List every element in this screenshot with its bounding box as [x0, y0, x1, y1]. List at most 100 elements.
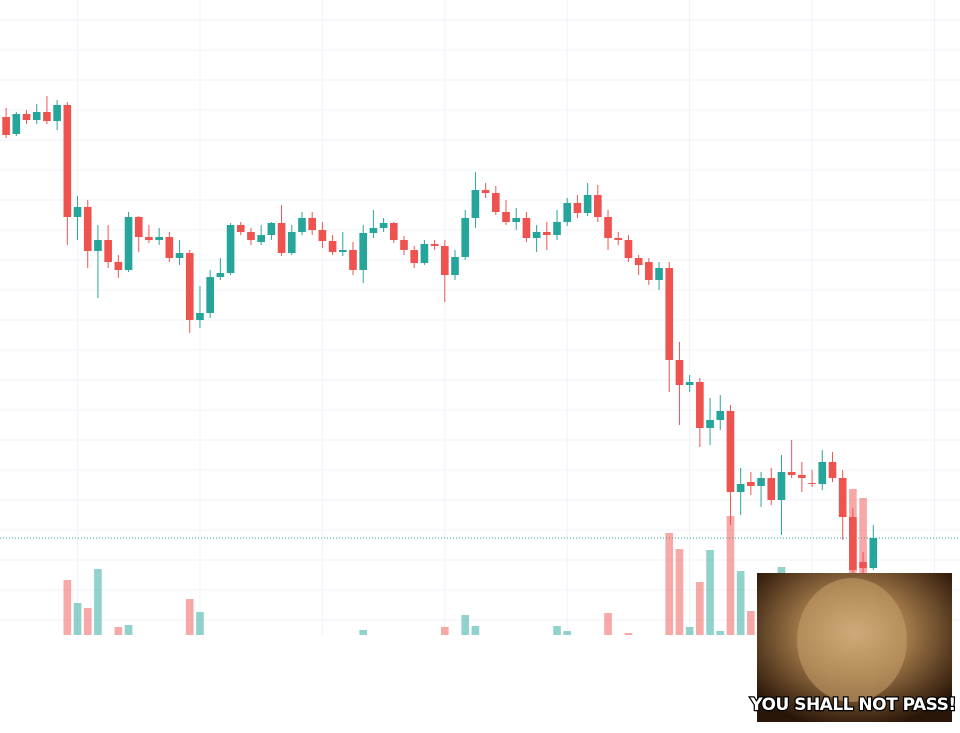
candle-body: [645, 262, 653, 280]
candle-body: [114, 262, 123, 270]
candle-body: [451, 257, 459, 275]
candle-body: [747, 482, 755, 486]
candle-body: [777, 472, 786, 500]
candle-body: [206, 277, 214, 313]
candle-body: [869, 538, 878, 568]
meme-beard: [797, 578, 907, 702]
volume-bar: [696, 582, 704, 635]
candle-body: [604, 217, 612, 238]
candle-body: [155, 237, 163, 240]
volume-bar: [675, 549, 684, 635]
candle-body: [2, 117, 10, 135]
candle-body: [430, 244, 439, 246]
candle-body: [787, 472, 796, 475]
volume-bar: [196, 612, 204, 635]
volume-bar: [736, 571, 745, 635]
candle-body: [522, 218, 531, 238]
candle-body: [491, 193, 500, 212]
candle-body: [736, 484, 745, 492]
candle-body: [838, 478, 847, 517]
candle-body: [369, 228, 378, 233]
candle-body: [104, 240, 112, 262]
candle-body: [267, 223, 276, 235]
volume-bar: [94, 569, 102, 635]
candle-body: [502, 212, 510, 222]
candle-body: [185, 253, 194, 320]
candle-body: [757, 478, 765, 486]
candle-body: [287, 232, 296, 253]
volume-bar: [83, 608, 92, 635]
volume-bar: [73, 603, 82, 635]
candle-body: [308, 218, 317, 230]
candle-body: [614, 238, 623, 240]
candle-body: [583, 195, 592, 213]
volume-bar: [359, 630, 368, 635]
candle-body: [594, 195, 602, 217]
candle-body: [318, 230, 327, 241]
candle-body: [43, 112, 51, 121]
candle-body: [420, 244, 429, 263]
candle-body: [828, 462, 837, 478]
volume-bar: [685, 627, 694, 635]
candle-body: [634, 258, 643, 265]
volume-bar: [63, 580, 72, 635]
volume-bar: [185, 599, 194, 635]
candle-body: [553, 222, 561, 235]
candle-body: [798, 475, 806, 478]
candle-body: [716, 411, 725, 420]
candle-body: [706, 420, 714, 428]
candle-body: [298, 218, 306, 232]
candle-body: [22, 114, 31, 120]
candle-body: [124, 217, 133, 270]
candle-body: [400, 240, 408, 250]
volume-bar: [124, 625, 133, 635]
candle-body: [440, 246, 449, 275]
meme-caption: YOU SHALL NOT PASS!: [749, 695, 955, 715]
candle-body: [859, 562, 867, 568]
volume-bar: [726, 516, 735, 635]
candle-body: [73, 207, 82, 217]
candle-body: [461, 218, 470, 257]
candle-body: [542, 232, 551, 235]
candle-body: [63, 105, 72, 217]
candle-body: [573, 203, 582, 213]
meme-image: YOU SHALL NOT PASS!: [748, 573, 957, 722]
candle-body: [379, 223, 388, 228]
candle-body: [471, 190, 480, 218]
candle-body: [165, 237, 174, 258]
candle-body: [359, 233, 368, 270]
grid: [0, 0, 960, 635]
volume-bar: [440, 627, 449, 635]
candle-body: [624, 240, 633, 258]
candle-body: [767, 478, 776, 500]
candle-body: [726, 411, 735, 492]
candle-body: [94, 240, 102, 251]
volume-bar: [563, 631, 572, 635]
candle-body: [196, 313, 204, 320]
candle-body: [481, 190, 490, 193]
volume-bar: [471, 626, 480, 635]
candle-body: [247, 232, 255, 240]
candle-body: [83, 207, 92, 251]
candle-body: [818, 462, 827, 484]
candle-body: [532, 232, 541, 238]
candle-body: [226, 225, 235, 273]
candle-body: [175, 253, 184, 258]
candle-body: [328, 241, 337, 252]
volume-bar: [553, 626, 561, 635]
volume-bar: [716, 631, 725, 635]
volume-bar: [114, 627, 123, 635]
volume-bar: [604, 613, 612, 635]
candle-body: [277, 223, 286, 253]
candle-body: [696, 382, 704, 428]
candle-body: [216, 273, 225, 277]
candle-body: [349, 250, 357, 270]
candle-body: [236, 225, 245, 232]
candle-body: [665, 268, 674, 360]
candle-body: [563, 203, 572, 222]
candle-body: [410, 250, 419, 263]
volume-bar: [747, 611, 755, 635]
candle-body: [675, 360, 684, 385]
candle-body: [12, 114, 21, 134]
